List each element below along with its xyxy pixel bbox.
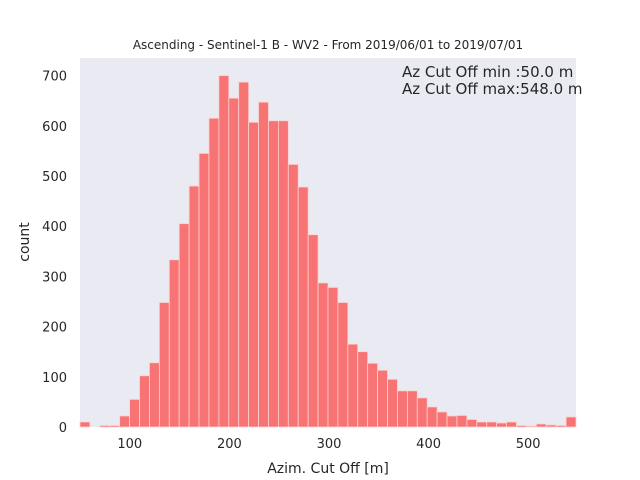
histogram-bar — [476, 421, 488, 428]
histogram-bar — [307, 234, 319, 428]
x-tick-label: 400 — [416, 437, 441, 452]
histogram-bar — [109, 425, 121, 428]
histogram-bar — [168, 259, 180, 428]
histogram-bar — [486, 421, 498, 428]
histogram-bar — [436, 411, 448, 428]
histogram-bar — [178, 223, 190, 428]
histogram-bar — [337, 302, 349, 428]
y-tick-label: 500 — [42, 170, 67, 185]
annotation-max: Az Cut Off max:548.0 m — [402, 80, 583, 98]
histogram-bar — [198, 152, 210, 428]
histogram-bar — [406, 390, 418, 428]
histogram-bar — [387, 378, 398, 428]
histogram-bar — [426, 406, 438, 428]
y-tick-label: 300 — [42, 270, 67, 285]
histogram-bar — [506, 421, 517, 428]
histogram-bar — [397, 390, 408, 428]
y-tick-label: 0 — [59, 421, 67, 436]
histogram-bar — [516, 425, 527, 428]
x-tick-label: 500 — [516, 437, 541, 452]
bars-group — [79, 75, 577, 428]
histogram-bar — [139, 375, 150, 428]
x-axis-label: Azim. Cut Off [m] — [267, 461, 389, 477]
histogram-bar — [367, 362, 378, 428]
histogram-bar — [565, 416, 577, 428]
histogram-bar — [466, 419, 478, 428]
y-tick-label: 700 — [42, 70, 67, 85]
histogram-bar — [377, 369, 388, 428]
histogram-bar — [327, 287, 339, 428]
y-axis-label: count — [17, 222, 33, 262]
chart-title: Ascending - Sentinel-1 B - WV2 - From 20… — [133, 38, 523, 52]
histogram-bar — [228, 97, 240, 428]
y-tick-label: 200 — [42, 321, 67, 336]
x-tick-label: 300 — [317, 437, 342, 452]
histogram-bar — [287, 164, 299, 428]
histogram-bar — [535, 423, 547, 428]
y-axis-ticks: 0 100 200 300 400 500 600 700 — [42, 70, 67, 436]
histogram-bar — [129, 398, 140, 428]
x-axis-ticks: 100 200 300 400 500 — [117, 437, 540, 452]
histogram-bar — [496, 422, 507, 428]
histogram-bar — [268, 120, 279, 428]
histogram-bar — [79, 421, 91, 428]
histogram-bar — [258, 101, 269, 428]
histogram-bar — [416, 397, 428, 428]
histogram-bar — [347, 343, 359, 428]
x-tick-label: 100 — [117, 437, 142, 452]
y-tick-label: 400 — [42, 220, 67, 235]
y-tick-label: 600 — [42, 120, 67, 135]
histogram-bar — [99, 425, 111, 428]
histogram-bar — [188, 185, 200, 428]
histogram-bar — [149, 362, 160, 428]
histogram-bar — [158, 302, 170, 428]
histogram-bar — [218, 75, 230, 428]
histogram-bar — [446, 415, 458, 428]
histogram-bar — [238, 81, 250, 428]
histogram-bar — [277, 120, 289, 428]
y-tick-label: 100 — [42, 371, 67, 386]
histogram-bar — [456, 415, 468, 428]
histogram-bar — [545, 424, 557, 428]
histogram-bar — [119, 415, 131, 428]
x-tick-label: 200 — [217, 437, 242, 452]
histogram-bar — [208, 117, 220, 428]
histogram-bar — [317, 282, 329, 428]
histogram-bar — [526, 425, 537, 428]
annotation-min: Az Cut Off min :50.0 m — [402, 63, 573, 81]
histogram-bar — [555, 425, 567, 428]
histogram-bar — [357, 351, 369, 428]
histogram-bar — [297, 186, 309, 428]
histogram-bar — [248, 121, 259, 428]
